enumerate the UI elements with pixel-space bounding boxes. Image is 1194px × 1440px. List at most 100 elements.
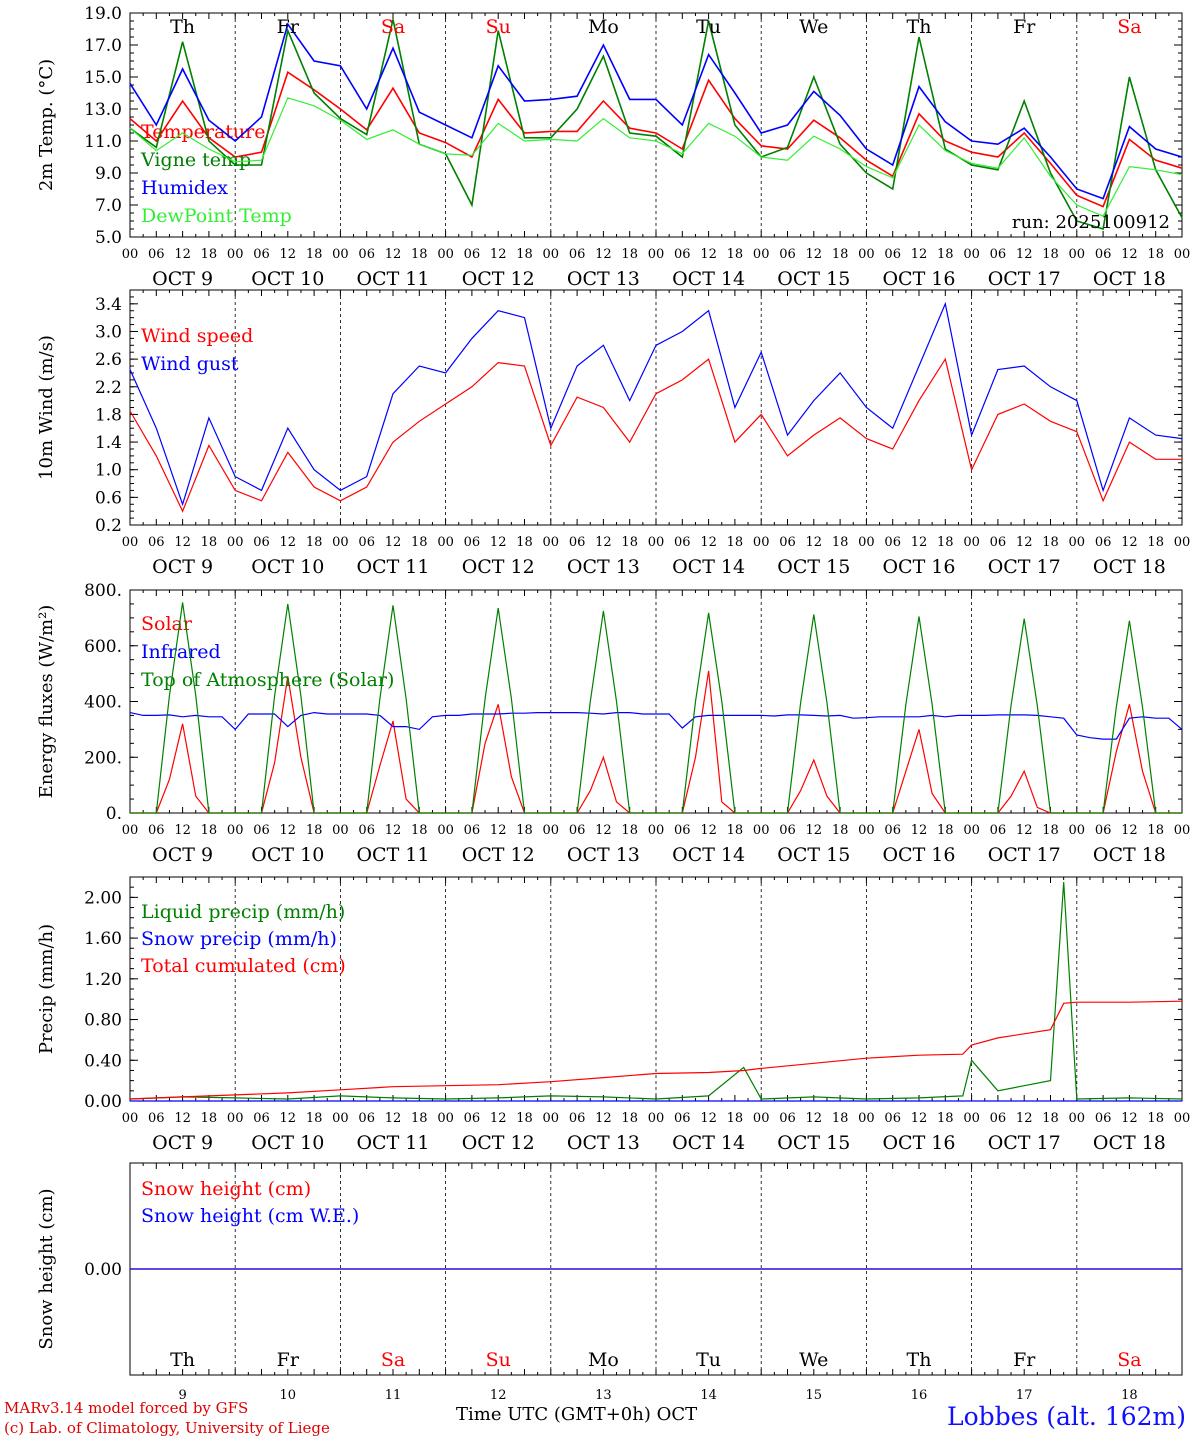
hour-tick-label: 18: [411, 247, 428, 262]
weekday-label: Tu: [696, 16, 721, 38]
date-label: OCT 18: [1093, 844, 1166, 866]
hour-tick-label: 00: [122, 1111, 139, 1126]
hour-tick-label: 00: [543, 823, 560, 838]
hour-tick-label: 18: [516, 247, 533, 262]
hour-tick-label: 12: [490, 1111, 507, 1126]
day-number-label: 11: [385, 1388, 402, 1403]
date-label: OCT 14: [672, 556, 745, 578]
hour-tick-label: 18: [306, 1111, 323, 1126]
hour-tick-label: 00: [963, 1111, 980, 1126]
legend-entry: Snow precip (mm/h): [141, 928, 337, 950]
legend-entry: Wind gust: [141, 353, 239, 375]
hour-tick-label: 18: [1042, 535, 1059, 550]
date-label: OCT 9: [152, 268, 213, 290]
hour-tick-label: 00: [858, 247, 875, 262]
lab-credit: (c) Lab. of Climatology, University of L…: [4, 1419, 330, 1437]
hour-tick-label: 18: [201, 823, 218, 838]
y-tick-label: 1.60: [84, 929, 122, 949]
hour-tick-label: 12: [490, 823, 507, 838]
hour-tick-label: 18: [727, 823, 744, 838]
legend-entry: Infrared: [141, 641, 221, 663]
y-tick-label: 2.00: [84, 888, 122, 908]
hour-tick-label: 12: [490, 247, 507, 262]
hour-tick-label: 18: [1042, 247, 1059, 262]
hour-tick-label: 06: [358, 535, 375, 550]
y-tick-label: 0.80: [84, 1011, 122, 1031]
date-label: OCT 17: [988, 556, 1061, 578]
day-number-label: 12: [490, 1388, 507, 1403]
weekday-label: Th: [907, 1349, 932, 1371]
hour-tick-label: 18: [621, 1111, 638, 1126]
weekday-label: Sa: [1117, 1349, 1141, 1371]
hour-tick-label: 12: [595, 535, 612, 550]
hour-tick-label: 00: [648, 247, 665, 262]
weekday-label: Th: [170, 16, 195, 38]
legend-entry: Snow height (cm): [141, 1178, 311, 1200]
hour-tick-label: 12: [174, 247, 191, 262]
date-label: OCT 11: [356, 844, 429, 866]
hour-tick-label: 18: [832, 247, 849, 262]
y-tick-label: 19.0: [84, 4, 122, 24]
hour-tick-label: 18: [621, 535, 638, 550]
hour-tick-label: 06: [569, 1111, 586, 1126]
y-tick-label: 0.00: [84, 1260, 122, 1280]
hour-tick-label: 18: [621, 247, 638, 262]
hour-tick-label: 12: [595, 1111, 612, 1126]
hour-tick-label: 00: [122, 247, 139, 262]
weekday-label: Tu: [696, 1349, 721, 1371]
weekday-label: Mo: [588, 1349, 619, 1371]
y-tick-label: 2.6: [95, 350, 122, 370]
hour-tick-label: 12: [700, 535, 717, 550]
hour-tick-label: 00: [437, 823, 454, 838]
hour-tick-label: 12: [595, 247, 612, 262]
station-name: Lobbes (alt. 162m): [946, 1402, 1186, 1431]
y-tick-label: 13.0: [84, 100, 122, 120]
hour-tick-label: 06: [990, 1111, 1007, 1126]
hour-tick-label: 12: [1016, 1111, 1033, 1126]
weekday-label: Th: [907, 16, 932, 38]
date-label: OCT 14: [672, 1132, 745, 1154]
date-label: OCT 12: [462, 268, 535, 290]
hour-tick-label: 12: [1121, 247, 1138, 262]
hour-tick-label: 12: [806, 247, 823, 262]
hour-tick-label: 18: [1147, 535, 1164, 550]
hour-tick-label: 00: [543, 535, 560, 550]
y-tick-label: 0.2: [95, 516, 122, 536]
hour-tick-label: 12: [1016, 535, 1033, 550]
weekday-label: Th: [170, 1349, 195, 1371]
hour-tick-label: 18: [937, 535, 954, 550]
hour-tick-label: 12: [1016, 247, 1033, 262]
day-number-label: 15: [806, 1388, 823, 1403]
hour-tick-label: 12: [700, 823, 717, 838]
hour-tick-label: 00: [227, 823, 244, 838]
hour-tick-label: 18: [516, 1111, 533, 1126]
date-label: OCT 13: [567, 556, 640, 578]
weekday-label: Fr: [1013, 1349, 1036, 1371]
date-label: OCT 13: [567, 268, 640, 290]
hour-tick-label: 12: [1121, 1111, 1138, 1126]
y-tick-label: 3.4: [95, 295, 122, 315]
hour-tick-label: 00: [437, 1111, 454, 1126]
y-tick-label: 600.: [84, 637, 122, 657]
y-tick-label: 5.0: [95, 228, 122, 248]
hour-tick-label: 00: [122, 823, 139, 838]
day-number-label: 10: [280, 1388, 297, 1403]
legend-entry: Vigne temp: [140, 149, 251, 171]
date-label: OCT 18: [1093, 268, 1166, 290]
weekday-label: Fr: [277, 1349, 300, 1371]
hour-tick-label: 06: [253, 535, 270, 550]
hour-tick-label: 12: [1016, 823, 1033, 838]
hour-tick-label: 00: [963, 823, 980, 838]
y-tick-label: 3.0: [95, 322, 122, 342]
y-tick-label: 15.0: [84, 68, 122, 88]
weekday-label: Sa: [381, 16, 405, 38]
hour-tick-label: 12: [806, 535, 823, 550]
hour-tick-label: 00: [122, 535, 139, 550]
hour-tick-label: 00: [858, 535, 875, 550]
hour-tick-label: 00: [543, 247, 560, 262]
day-number-label: 13: [595, 1388, 612, 1403]
legend-entry: Humidex: [141, 177, 228, 199]
date-label: OCT 10: [251, 556, 324, 578]
hour-tick-label: 06: [569, 247, 586, 262]
